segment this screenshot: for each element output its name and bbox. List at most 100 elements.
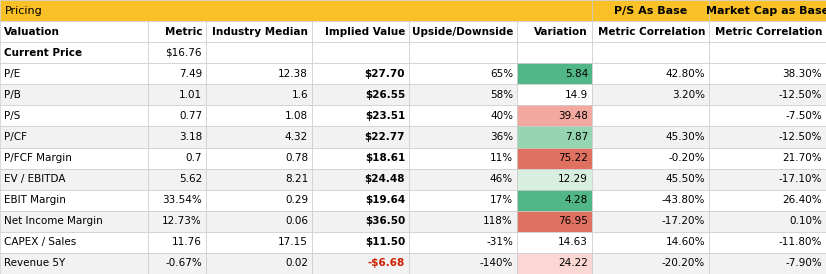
Text: 0.78: 0.78 bbox=[285, 153, 308, 163]
Bar bbox=[592, 63, 709, 84]
Text: -17.20%: -17.20% bbox=[662, 216, 705, 226]
Bar bbox=[709, 0, 826, 21]
Bar bbox=[206, 232, 312, 253]
Text: 33.54%: 33.54% bbox=[162, 195, 202, 205]
Bar bbox=[312, 169, 409, 190]
Bar bbox=[409, 127, 517, 147]
Text: -140%: -140% bbox=[480, 258, 513, 269]
Text: -20.20%: -20.20% bbox=[662, 258, 705, 269]
Bar bbox=[312, 190, 409, 211]
Bar bbox=[709, 232, 826, 253]
Text: $36.50: $36.50 bbox=[365, 216, 405, 226]
Text: 0.77: 0.77 bbox=[179, 111, 202, 121]
Bar bbox=[148, 147, 206, 169]
Bar bbox=[206, 105, 312, 127]
Text: -7.90%: -7.90% bbox=[786, 258, 822, 269]
Bar bbox=[312, 232, 409, 253]
Text: -7.50%: -7.50% bbox=[786, 111, 822, 121]
Bar bbox=[0, 253, 148, 274]
Bar bbox=[206, 253, 312, 274]
Text: -17.10%: -17.10% bbox=[779, 174, 822, 184]
Text: Current Price: Current Price bbox=[4, 48, 82, 58]
Text: 42.80%: 42.80% bbox=[666, 69, 705, 79]
Bar bbox=[517, 253, 592, 274]
Text: Pricing: Pricing bbox=[5, 5, 43, 16]
Bar bbox=[312, 253, 409, 274]
Bar bbox=[409, 232, 517, 253]
Bar bbox=[0, 21, 148, 42]
Text: Metric Correlation: Metric Correlation bbox=[714, 27, 822, 37]
Bar bbox=[206, 84, 312, 105]
Bar bbox=[0, 147, 148, 169]
Bar bbox=[517, 105, 592, 127]
Text: 38.30%: 38.30% bbox=[782, 69, 822, 79]
Bar bbox=[592, 253, 709, 274]
Bar bbox=[592, 21, 709, 42]
Bar bbox=[148, 127, 206, 147]
Bar bbox=[409, 169, 517, 190]
Text: 17.15: 17.15 bbox=[278, 237, 308, 247]
Text: 7.49: 7.49 bbox=[178, 69, 202, 79]
Bar bbox=[517, 169, 592, 190]
Bar bbox=[592, 232, 709, 253]
Bar bbox=[592, 42, 709, 63]
Text: 21.70%: 21.70% bbox=[782, 153, 822, 163]
Bar bbox=[0, 0, 592, 21]
Bar bbox=[709, 147, 826, 169]
Text: P/E: P/E bbox=[4, 69, 21, 79]
Bar bbox=[312, 105, 409, 127]
Bar bbox=[709, 253, 826, 274]
Text: 12.38: 12.38 bbox=[278, 69, 308, 79]
Bar bbox=[409, 190, 517, 211]
Bar bbox=[592, 190, 709, 211]
Bar bbox=[709, 169, 826, 190]
Text: 75.22: 75.22 bbox=[558, 153, 588, 163]
Bar bbox=[409, 105, 517, 127]
Bar bbox=[206, 211, 312, 232]
Text: 0.10%: 0.10% bbox=[789, 216, 822, 226]
Text: 14.60%: 14.60% bbox=[666, 237, 705, 247]
Text: 1.6: 1.6 bbox=[292, 90, 308, 100]
Text: CAPEX / Sales: CAPEX / Sales bbox=[4, 237, 76, 247]
Text: 45.50%: 45.50% bbox=[666, 174, 705, 184]
Bar bbox=[0, 190, 148, 211]
Bar bbox=[206, 127, 312, 147]
Bar bbox=[709, 211, 826, 232]
Text: 5.62: 5.62 bbox=[178, 174, 202, 184]
Text: 0.29: 0.29 bbox=[285, 195, 308, 205]
Bar bbox=[0, 211, 148, 232]
Bar bbox=[592, 147, 709, 169]
Bar bbox=[0, 127, 148, 147]
Text: 4.32: 4.32 bbox=[285, 132, 308, 142]
Bar bbox=[709, 21, 826, 42]
Text: Variation: Variation bbox=[534, 27, 588, 37]
Text: 1.08: 1.08 bbox=[285, 111, 308, 121]
Text: -$6.68: -$6.68 bbox=[368, 258, 405, 269]
Text: 3.18: 3.18 bbox=[178, 132, 202, 142]
Bar bbox=[409, 42, 517, 63]
Text: 46%: 46% bbox=[490, 174, 513, 184]
Bar bbox=[148, 211, 206, 232]
Bar bbox=[592, 0, 709, 21]
Text: -0.67%: -0.67% bbox=[165, 258, 202, 269]
Bar bbox=[148, 21, 206, 42]
Text: 4.28: 4.28 bbox=[565, 195, 588, 205]
Bar bbox=[312, 63, 409, 84]
Text: -43.80%: -43.80% bbox=[662, 195, 705, 205]
Text: 0.06: 0.06 bbox=[285, 216, 308, 226]
Bar bbox=[517, 211, 592, 232]
Text: 14.9: 14.9 bbox=[565, 90, 588, 100]
Bar bbox=[409, 84, 517, 105]
Text: 12.73%: 12.73% bbox=[162, 216, 202, 226]
Bar bbox=[409, 211, 517, 232]
Text: $26.55: $26.55 bbox=[365, 90, 405, 100]
Text: 0.7: 0.7 bbox=[186, 153, 202, 163]
Bar bbox=[206, 190, 312, 211]
Text: Net Income Margin: Net Income Margin bbox=[4, 216, 102, 226]
Bar bbox=[592, 127, 709, 147]
Bar bbox=[709, 63, 826, 84]
Text: $16.76: $16.76 bbox=[165, 48, 202, 58]
Bar bbox=[312, 21, 409, 42]
Text: $27.70: $27.70 bbox=[364, 69, 405, 79]
Bar bbox=[0, 63, 148, 84]
